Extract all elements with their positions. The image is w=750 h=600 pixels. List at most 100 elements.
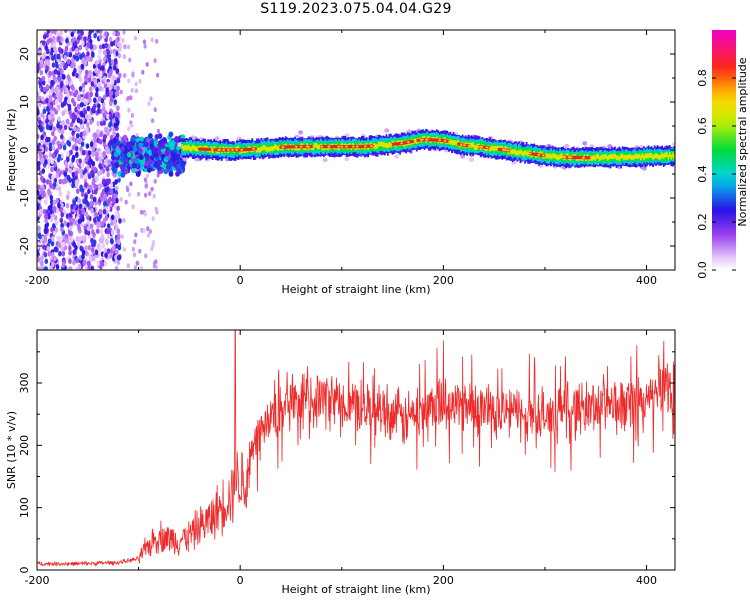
heatmap-cell <box>107 159 112 165</box>
colorbar-label: Normalized spectral amplitude <box>736 57 749 226</box>
heatmap-cell <box>109 84 113 90</box>
heatmap-cell <box>54 99 59 105</box>
heatmap-cell <box>65 203 70 209</box>
heatmap-cell <box>83 109 88 115</box>
heatmap-cell <box>51 145 56 151</box>
heatmap-cell <box>235 149 238 151</box>
heatmap-cell <box>154 134 160 140</box>
heatmap-cell <box>37 108 40 115</box>
heatmap-cell <box>53 161 57 168</box>
heatmap-cell <box>37 67 40 74</box>
heatmap-cell <box>75 47 79 54</box>
heatmap-cell <box>623 155 625 161</box>
heatmap-cell <box>545 154 549 157</box>
heatmap-cell <box>60 134 64 140</box>
heatmap-cell <box>111 143 117 149</box>
heatmap-cell <box>164 150 170 156</box>
heatmap-cell <box>55 172 59 179</box>
heatmap-cell <box>84 198 88 205</box>
heatmap-cell <box>75 151 79 158</box>
heatmap-cell <box>154 206 158 212</box>
heatmap-cell <box>68 245 72 251</box>
top-x-tick-label: 400 <box>636 274 657 287</box>
heatmap-cell <box>37 250 40 256</box>
heatmap-cell <box>81 209 85 215</box>
page-title: S119.2023.075.04.04.G29 <box>260 1 452 17</box>
heatmap-cell <box>93 44 97 51</box>
heatmap-cell <box>77 218 82 225</box>
heatmap-cell <box>75 72 79 79</box>
heatmap-cell <box>64 161 69 168</box>
heatmap-cell <box>624 154 627 160</box>
heatmap-cell <box>42 86 47 93</box>
heatmap-cell <box>315 142 318 148</box>
heatmap-cell <box>156 72 160 78</box>
heatmap-cell <box>672 142 675 147</box>
heatmap-cell <box>134 232 138 238</box>
heatmap-cell <box>645 155 648 158</box>
heatmap-cell <box>117 239 121 245</box>
heatmap-cell <box>87 77 92 83</box>
heatmap-cell <box>673 154 675 160</box>
heatmap-cell <box>106 205 111 212</box>
heatmap-cell <box>146 232 151 238</box>
heatmap-cell <box>146 167 152 173</box>
heatmap-cell <box>109 238 114 244</box>
heatmap-cell <box>271 146 273 152</box>
heatmap-cell <box>640 155 642 161</box>
heatmap-cell <box>181 144 184 149</box>
heatmap-cell <box>277 141 280 151</box>
heatmap-cell <box>48 152 53 158</box>
heatmap-cell <box>114 265 119 270</box>
heatmap-cell <box>106 113 110 120</box>
heatmap-cell <box>115 90 119 97</box>
heatmap-cell <box>102 75 107 82</box>
heatmap-cell <box>66 58 71 65</box>
heatmap-cell <box>68 258 72 265</box>
heatmap-cell <box>66 139 70 146</box>
heatmap-cell <box>132 252 136 258</box>
heatmap-cell <box>496 145 499 151</box>
heatmap-cell <box>57 144 62 150</box>
snr-line-group <box>37 330 675 567</box>
heatmap-cell <box>617 156 620 159</box>
heatmap-cell <box>90 169 94 176</box>
heatmap-cell <box>153 107 157 113</box>
heatmap-cell <box>110 59 115 65</box>
heatmap-cell <box>102 217 107 224</box>
heatmap-cell <box>66 222 70 228</box>
heatmap-cell <box>94 67 98 74</box>
heatmap-cell <box>95 155 99 162</box>
heatmap-cell <box>99 261 104 267</box>
heatmap-cell <box>138 142 144 149</box>
heatmap-cell <box>168 131 174 138</box>
heatmap-cell <box>89 200 94 207</box>
heatmap-cell <box>117 53 121 59</box>
heatmap-cell <box>42 208 47 215</box>
heatmap-cell <box>45 32 50 38</box>
bottom-y-tick-label: 300 <box>18 372 31 393</box>
heatmap-cell <box>59 207 63 213</box>
heatmap-cell <box>113 204 117 210</box>
heatmap-cell <box>272 146 275 151</box>
heatmap-cell <box>111 245 116 252</box>
heatmap-cell <box>86 219 91 226</box>
heatmap-cell <box>600 155 603 160</box>
heatmap-cell <box>116 259 121 266</box>
heatmap-cell <box>51 130 55 137</box>
heatmap-cell <box>88 256 93 262</box>
heatmap-cell <box>78 86 83 92</box>
heatmap-cell <box>103 260 108 267</box>
heatmap-cell <box>614 153 616 159</box>
heatmap-cell <box>78 158 82 164</box>
heatmap-cell <box>116 205 120 212</box>
heatmap-cell <box>114 224 119 230</box>
heatmap-cell <box>516 150 519 156</box>
heatmap-cell <box>75 133 80 139</box>
heatmap-cell <box>138 154 144 161</box>
heatmap-cell <box>79 111 83 117</box>
heatmap-cell <box>168 171 174 177</box>
heatmap-cell <box>142 228 146 234</box>
heatmap-cell <box>658 155 660 160</box>
heatmap-cell <box>100 221 105 227</box>
